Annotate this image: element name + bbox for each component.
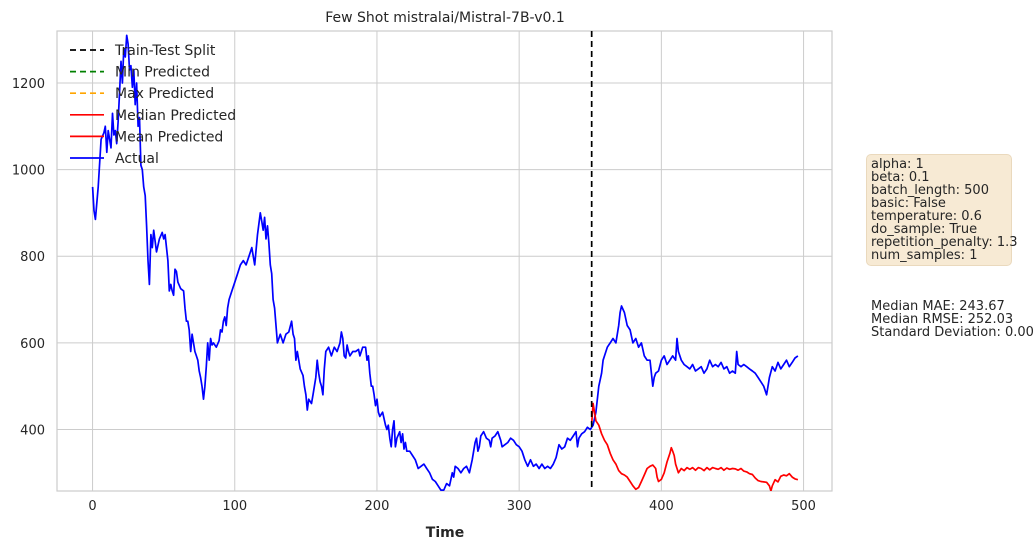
legend-label: Max Predicted bbox=[115, 86, 214, 102]
x-tick-label: 300 bbox=[507, 499, 532, 514]
legend: Train-Test Split Min Predicted Max Predict… bbox=[70, 43, 236, 167]
metric-median-mae: Median MAE: 243.67 bbox=[871, 299, 1005, 314]
series-line-median-predicted bbox=[590, 402, 799, 491]
x-tick-label: 500 bbox=[791, 499, 816, 514]
param-alpha: alpha: 1 bbox=[871, 157, 924, 172]
y-tick-label: 800 bbox=[20, 250, 45, 265]
param-temperature: temperature: 0.6 bbox=[871, 209, 982, 224]
grid-lines bbox=[57, 31, 832, 491]
legend-label: Median Predicted bbox=[115, 108, 236, 124]
y-tick-label: 400 bbox=[20, 423, 45, 438]
plot-frame bbox=[56, 30, 833, 492]
metric-standard-deviation: Standard Deviation: 0.00 bbox=[871, 325, 1034, 340]
series-group bbox=[91, 31, 799, 491]
param-basic: basic: False bbox=[871, 196, 946, 211]
data-series bbox=[91, 31, 799, 491]
x-tick-label: 100 bbox=[222, 499, 247, 514]
x-tick-label: 0 bbox=[88, 499, 96, 514]
x-axis-label: Time bbox=[426, 525, 464, 541]
legend-label: Train-Test Split bbox=[114, 43, 216, 59]
y-tick-label: 1200 bbox=[12, 77, 45, 92]
x-tick-label: 200 bbox=[365, 499, 390, 514]
metrics-box: Median MAE: 243.67 Median RMSE: 252.03 S… bbox=[871, 300, 1034, 339]
legend-label: Actual bbox=[115, 151, 159, 167]
chart-title: Few Shot mistralai/Mistral-7B-v0.1 bbox=[325, 10, 565, 26]
param-repetition-penalty: repetition_penalty: 1.3 bbox=[871, 235, 1018, 250]
legend-label: Min Predicted bbox=[115, 65, 210, 81]
y-tick-label: 1000 bbox=[12, 164, 45, 179]
param-beta: beta: 0.1 bbox=[871, 170, 930, 185]
param-num-samples: num_samples: 1 bbox=[871, 248, 978, 263]
parameters-box: alpha: 1 beta: 0.1 batch_length: 500 bas… bbox=[866, 154, 1018, 266]
param-do-sample: do_sample: True bbox=[871, 222, 978, 237]
axes: 0 100 200 300 400 500 400 600 800 1000 1200 bbox=[12, 30, 833, 514]
y-tick-label: 600 bbox=[20, 337, 45, 352]
param-batch-length: batch_length: 500 bbox=[871, 183, 989, 198]
x-tick-label: 400 bbox=[649, 499, 674, 514]
metric-median-rmse: Median RMSE: 252.03 bbox=[871, 312, 1014, 327]
series-line-actual bbox=[91, 34, 799, 491]
legend-label: Mean Predicted bbox=[115, 129, 223, 145]
